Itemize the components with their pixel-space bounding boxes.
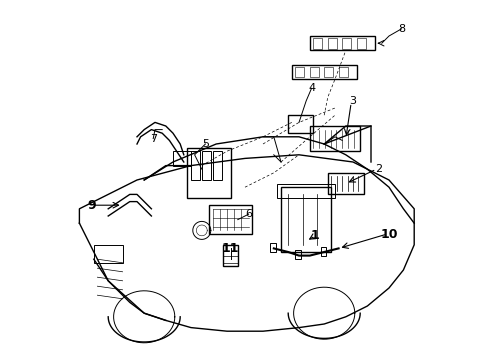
Bar <box>339 67 347 77</box>
Text: 9: 9 <box>88 199 97 212</box>
Bar <box>324 67 333 77</box>
Bar <box>342 38 351 49</box>
Text: 1: 1 <box>311 229 319 242</box>
Bar <box>292 65 357 79</box>
Bar <box>202 151 211 180</box>
Bar <box>187 148 231 198</box>
Text: 8: 8 <box>398 24 405 34</box>
Bar <box>295 67 304 77</box>
Bar <box>277 184 335 198</box>
Bar <box>213 151 221 180</box>
Bar <box>223 245 238 266</box>
Bar <box>191 151 200 180</box>
Bar <box>270 243 275 252</box>
Bar <box>281 187 331 252</box>
Bar <box>288 115 314 133</box>
Bar <box>310 67 319 77</box>
Text: 5: 5 <box>202 139 209 149</box>
Bar <box>173 151 191 166</box>
Bar <box>328 38 337 49</box>
Text: 2: 2 <box>375 164 382 174</box>
Bar <box>328 173 364 194</box>
Bar <box>314 38 322 49</box>
Bar <box>320 247 326 256</box>
Bar <box>209 205 252 234</box>
Text: 6: 6 <box>245 209 252 219</box>
Text: 11: 11 <box>222 242 239 255</box>
Bar <box>357 38 366 49</box>
Text: 3: 3 <box>349 96 357 106</box>
Text: 7: 7 <box>149 134 157 144</box>
Bar <box>94 245 122 263</box>
Bar <box>310 126 360 151</box>
Text: 4: 4 <box>308 83 315 93</box>
Bar <box>295 250 301 259</box>
Bar <box>310 36 374 50</box>
Text: 10: 10 <box>380 228 398 240</box>
